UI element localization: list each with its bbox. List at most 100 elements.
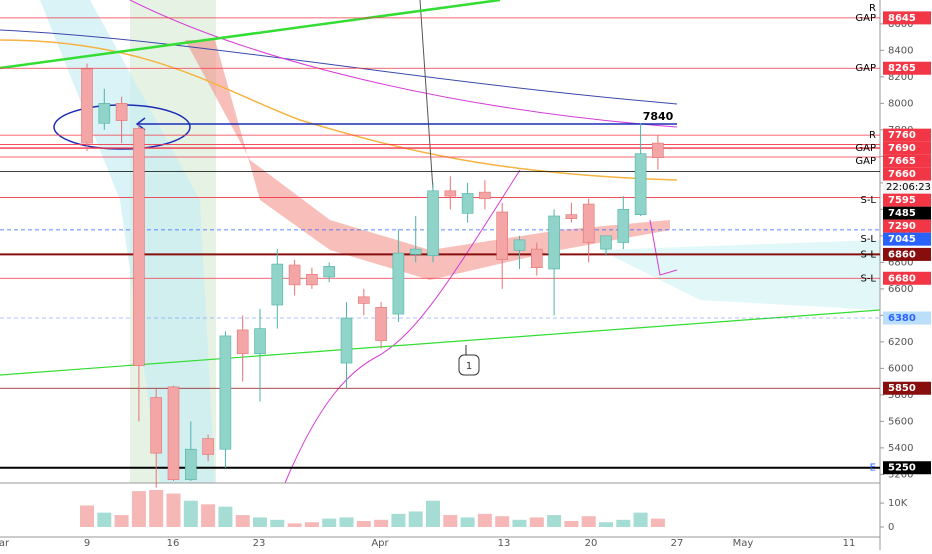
- candle-body: [634, 153, 647, 215]
- drawing-line: [419, 0, 434, 191]
- level-tag: S-L: [860, 195, 876, 206]
- level-tag: GAP: [855, 13, 876, 24]
- x-tick-label: 13: [498, 538, 511, 549]
- volume-bar: [114, 515, 129, 527]
- volume-tick-label: 10K: [888, 498, 908, 509]
- y-tick-label: 5600: [888, 416, 913, 427]
- ribbon: [185, 40, 670, 280]
- candle-body: [479, 191, 491, 200]
- candle-body: [115, 103, 128, 121]
- volume-bar: [650, 518, 665, 527]
- candle-body: [288, 264, 301, 286]
- moving-average: [0, 29, 678, 105]
- countdown-bg: [883, 180, 931, 194]
- candle-body: [150, 397, 162, 454]
- price-label: 7485: [888, 208, 916, 219]
- level-tag: S-L: [860, 273, 876, 284]
- countdown: 22:06:23: [886, 182, 931, 193]
- level-tag: S-L: [860, 249, 876, 260]
- volume-bar: [529, 517, 544, 527]
- volume-bar: [322, 518, 337, 527]
- annotation: 1: [466, 361, 472, 372]
- price-label: 7760: [888, 130, 916, 141]
- candle-body: [236, 329, 249, 355]
- level-tag: GAP: [855, 63, 876, 74]
- x-tick-label: 16: [167, 538, 180, 549]
- price-label: 7660: [888, 169, 916, 180]
- x-tick-label: 23: [253, 538, 266, 549]
- volume-bar: [270, 519, 285, 527]
- candle-body: [254, 328, 266, 355]
- candle-body: [427, 190, 439, 257]
- price-label: 7290: [888, 221, 916, 232]
- candle-body: [340, 317, 353, 364]
- y-tick-label: 8400: [888, 45, 913, 56]
- cloud: [600, 240, 880, 310]
- volume-bar: [183, 500, 198, 527]
- price-label: 7595: [888, 195, 916, 206]
- y-tick-label: 5400: [888, 443, 913, 454]
- price-label-bg: [883, 154, 931, 168]
- volume-bar: [581, 516, 596, 527]
- price-label: 6680: [888, 273, 916, 284]
- y-tick-label: 8200: [888, 72, 913, 83]
- volume-bar: [149, 489, 164, 527]
- volume-bar: [495, 516, 510, 527]
- x-tick-label: Apr: [371, 538, 389, 549]
- level-tag: R: [869, 130, 876, 141]
- price-label-bg: [883, 381, 931, 395]
- candle-body: [81, 68, 93, 144]
- price-label: 7690: [888, 143, 916, 154]
- volume-bar: [426, 500, 440, 527]
- candle-body: [513, 239, 526, 251]
- volume-bar: [633, 512, 648, 527]
- level-tag: E: [870, 463, 876, 474]
- volume-bar: [131, 491, 146, 527]
- volume-bar: [616, 519, 631, 527]
- x-tick-label: 20: [585, 538, 598, 549]
- candle-body: [530, 248, 543, 268]
- price-label-bg: [883, 232, 931, 246]
- volume-bar: [166, 493, 181, 527]
- volume-bar: [512, 519, 527, 527]
- price-label: 6380: [888, 313, 916, 324]
- price-label: 8265: [888, 63, 916, 74]
- price-label-bg: [883, 219, 931, 233]
- price-label-bg: [883, 311, 931, 325]
- volume-bar: [460, 517, 475, 527]
- volume-bar: [599, 522, 613, 527]
- x-tick-label: ar: [0, 538, 10, 549]
- price-label-bg: [883, 206, 931, 220]
- volume-bar: [80, 505, 94, 527]
- price-label: 7665: [888, 156, 916, 167]
- y-tick-label: 6600: [888, 284, 913, 295]
- volume-bar: [547, 515, 562, 527]
- candle-body: [392, 252, 405, 315]
- level-tag: GAP: [855, 143, 876, 154]
- volume-bar: [287, 523, 302, 527]
- x-tick-label: 9: [84, 538, 90, 549]
- y-tick-label: 6200: [888, 337, 913, 348]
- volume-bar: [253, 517, 267, 527]
- candle-body: [357, 296, 370, 304]
- candle-body: [271, 263, 284, 306]
- level-tag: R: [869, 3, 876, 14]
- trendline: [0, 0, 501, 70]
- volume-bar: [391, 513, 406, 527]
- candle-body: [600, 235, 612, 250]
- candle-body: [444, 190, 457, 197]
- price-label-bg: [883, 193, 931, 207]
- x-tick-label: 11: [843, 538, 856, 549]
- candle-body: [652, 142, 664, 158]
- candle-body: [548, 215, 560, 270]
- price-label-bg: [883, 167, 931, 181]
- price-label-bg: [883, 271, 931, 285]
- x-tick-label: May: [733, 538, 754, 549]
- price-label-bg: [883, 128, 931, 142]
- price-label: 5850: [888, 383, 916, 394]
- volume-bar: [235, 515, 250, 527]
- candle-body: [219, 335, 232, 450]
- candle-body: [461, 193, 474, 214]
- price-label: 5250: [888, 463, 916, 474]
